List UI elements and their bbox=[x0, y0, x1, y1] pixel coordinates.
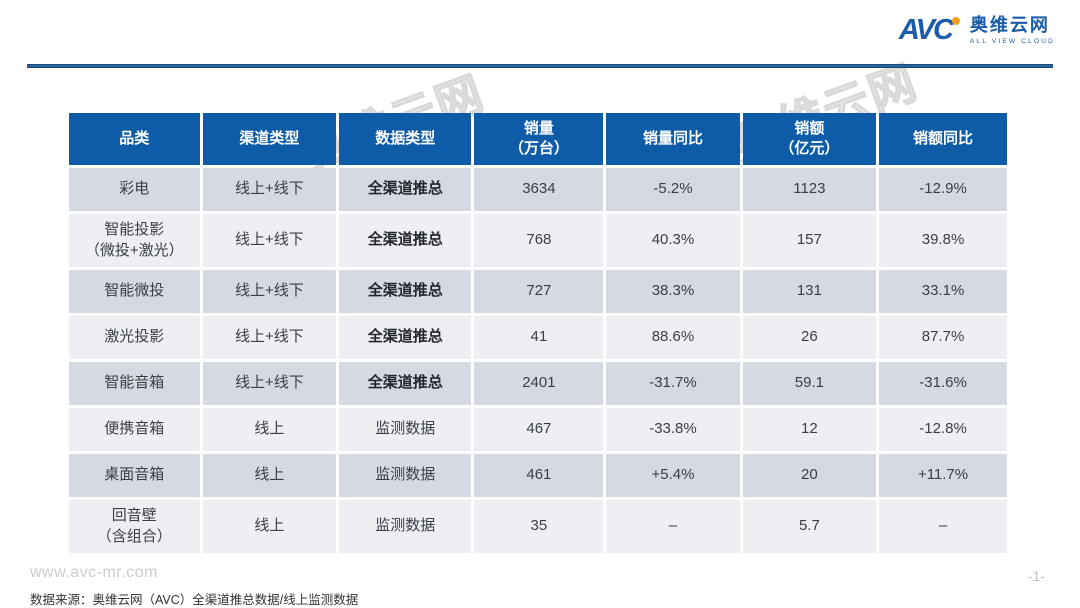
table-cell: 39.8% bbox=[879, 214, 1007, 267]
table-cell: 157 bbox=[742, 214, 877, 267]
data-source-note: 数据来源：奥维云网（AVC）全渠道推总数据/线上监测数据 bbox=[30, 593, 359, 607]
avc-logo-mark: AVC bbox=[899, 16, 962, 45]
table-cell: -5.2% bbox=[606, 168, 740, 211]
table-cell: 线上 bbox=[202, 408, 337, 451]
header-cell-channel: 渠道类型 bbox=[202, 113, 337, 165]
table-row-tv: 彩电 线上+线下 全渠道推总 3634 -5.2% 1123 -12.9% bbox=[69, 168, 1007, 211]
table-cell: 线上+线下 bbox=[202, 270, 337, 313]
table-cell: 88.6% bbox=[606, 316, 740, 359]
table-row-smart-projector: 智能投影 （微投+激光） 线上+线下 全渠道推总 768 40.3% 157 3… bbox=[69, 214, 1007, 267]
table-cell: 全渠道推总 bbox=[339, 316, 472, 359]
header-cell-category: 品类 bbox=[69, 113, 200, 165]
table-cell: 41 bbox=[474, 316, 604, 359]
table-cell: 智能音箱 bbox=[69, 362, 200, 405]
table-cell: 1123 bbox=[742, 168, 877, 211]
avc-logo-text: AVC bbox=[898, 14, 954, 46]
table-cell: 33.1% bbox=[879, 270, 1007, 313]
table-cell: 727 bbox=[474, 270, 604, 313]
table-cell: 激光投影 bbox=[69, 316, 200, 359]
table-cell: 彩电 bbox=[69, 168, 200, 211]
table-cell: 智能投影 （微投+激光） bbox=[69, 214, 200, 267]
table-cell: -31.6% bbox=[879, 362, 1007, 405]
logo-tagline: ALL VIEW CLOUD bbox=[969, 37, 1055, 45]
table-cell: 467 bbox=[474, 408, 604, 451]
table-cell: 智能微投 bbox=[69, 270, 200, 313]
header-cell-volume-yoy: 销量同比 bbox=[606, 113, 740, 165]
table-cell: +5.4% bbox=[606, 454, 740, 497]
header-cell-amount-yoy: 销额同比 bbox=[879, 113, 1007, 165]
table-cell: 87.7% bbox=[879, 316, 1007, 359]
table-cell: -31.7% bbox=[606, 362, 740, 405]
table-cell: 监测数据 bbox=[339, 454, 472, 497]
table-cell: 线上+线下 bbox=[202, 168, 337, 211]
avc-logo: AVC 奥维云网 ALL VIEW CLOUD bbox=[899, 15, 1055, 45]
table-cell: 线上+线下 bbox=[202, 214, 337, 267]
table-cell: 线上 bbox=[202, 454, 337, 497]
logo-company-name: 奥维云网 bbox=[969, 15, 1050, 36]
table-cell: 全渠道推总 bbox=[339, 168, 472, 211]
table-cell: 2401 bbox=[474, 362, 604, 405]
table-cell: 768 bbox=[474, 214, 604, 267]
table-cell: 20 bbox=[742, 454, 877, 497]
table-row-portable-speaker: 便携音箱 线上 监测数据 467 -33.8% 12 -12.8% bbox=[69, 408, 1007, 451]
table-cell: +11.7% bbox=[879, 454, 1007, 497]
header-cell-sales-amount: 销额 （亿元） bbox=[742, 113, 877, 165]
header-cell-sales-volume: 销量 （万台） bbox=[474, 113, 604, 165]
table-cell: 461 bbox=[474, 454, 604, 497]
table-cell: -12.8% bbox=[879, 408, 1007, 451]
table-cell: 全渠道推总 bbox=[339, 214, 472, 267]
table-cell: 便携音箱 bbox=[69, 408, 200, 451]
table-cell: 40.3% bbox=[606, 214, 740, 267]
header-cell-data-type: 数据类型 bbox=[339, 113, 472, 165]
table-cell: 全渠道推总 bbox=[339, 362, 472, 405]
table-cell: -33.8% bbox=[606, 408, 740, 451]
table-cell: 监测数据 bbox=[339, 500, 472, 553]
table-cell: 131 bbox=[742, 270, 877, 313]
table-cell: 59.1 bbox=[742, 362, 877, 405]
table-cell: 线上+线下 bbox=[202, 362, 337, 405]
table-cell: -12.9% bbox=[879, 168, 1007, 211]
table-cell: 35 bbox=[474, 500, 604, 553]
page-number: -1- bbox=[1027, 568, 1045, 584]
table-cell: 桌面音箱 bbox=[69, 454, 200, 497]
table-cell: 回音壁 （含组合） bbox=[69, 500, 200, 553]
table-cell: 线上 bbox=[202, 500, 337, 553]
table-row-soundbar: 回音壁 （含组合） 线上 监测数据 35 – 5.7 – bbox=[69, 500, 1007, 553]
sales-data-table: 品类 渠道类型 数据类型 销量 （万台） 销量同比 销额 （亿元） 销额同比 彩… bbox=[66, 110, 1010, 556]
table-row-desktop-speaker: 桌面音箱 线上 监测数据 461 +5.4% 20 +11.7% bbox=[69, 454, 1007, 497]
table-cell: 3634 bbox=[474, 168, 604, 211]
website-url: www.avc-mr.com bbox=[30, 564, 158, 581]
table-cell: 5.7 bbox=[742, 500, 877, 553]
table-header-row: 品类 渠道类型 数据类型 销量 （万台） 销量同比 销额 （亿元） 销额同比 bbox=[69, 113, 1007, 165]
table-cell: 12 bbox=[742, 408, 877, 451]
table-cell: 38.3% bbox=[606, 270, 740, 313]
table-row-laser-projector: 激光投影 线上+线下 全渠道推总 41 88.6% 26 87.7% bbox=[69, 316, 1007, 359]
logo-wordmark: 奥维云网 ALL VIEW CLOUD bbox=[969, 15, 1055, 45]
table-cell: 监测数据 bbox=[339, 408, 472, 451]
table-cell: – bbox=[879, 500, 1007, 553]
table-cell: 全渠道推总 bbox=[339, 270, 472, 313]
logo-orange-dot-icon bbox=[951, 17, 960, 25]
table-cell: 26 bbox=[742, 316, 877, 359]
header-divider bbox=[27, 64, 1053, 68]
table-cell: – bbox=[606, 500, 740, 553]
table-row-smart-speaker: 智能音箱 线上+线下 全渠道推总 2401 -31.7% 59.1 -31.6% bbox=[69, 362, 1007, 405]
table-cell: 线上+线下 bbox=[202, 316, 337, 359]
table-row-micro-projector: 智能微投 线上+线下 全渠道推总 727 38.3% 131 33.1% bbox=[69, 270, 1007, 313]
